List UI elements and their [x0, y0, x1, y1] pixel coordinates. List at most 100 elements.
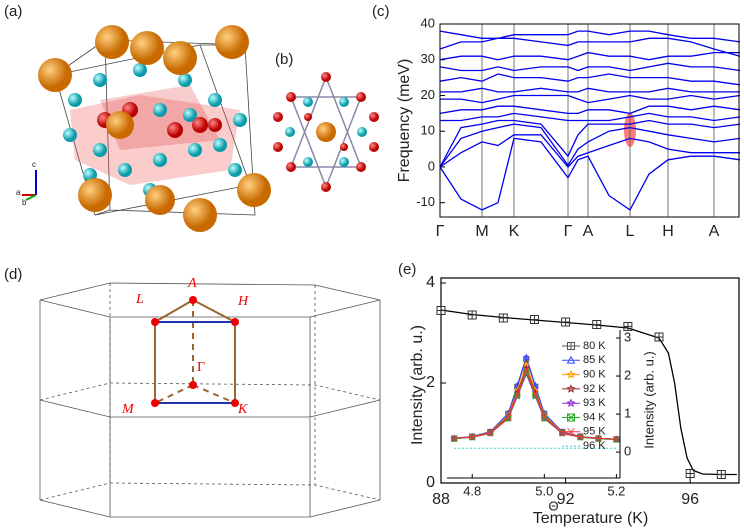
point	[685, 469, 695, 478]
atoms-orange	[38, 25, 271, 232]
marker-shape	[566, 384, 576, 393]
marker-shape	[558, 429, 566, 437]
marker-shape	[567, 427, 575, 436]
x-tick-label: A	[709, 223, 720, 240]
plot-frame	[439, 23, 740, 218]
inset-line	[454, 368, 617, 440]
inset-point	[595, 435, 602, 442]
bz-label: Γ	[197, 360, 205, 375]
legend-marker	[562, 342, 580, 350]
inset-point	[522, 353, 530, 360]
marker-shape	[595, 435, 602, 442]
inset-point	[505, 415, 512, 422]
x-tick-label: H	[662, 223, 674, 240]
inset-point	[486, 429, 494, 437]
point	[498, 313, 508, 323]
x-axis-label: Temperature (K)	[533, 510, 649, 527]
panel-a: (a) c a b	[4, 3, 271, 232]
bz-label: H	[237, 294, 249, 309]
inset-point	[541, 415, 548, 422]
marker-shape	[541, 415, 548, 422]
inset-y2-tick-label: 1	[624, 406, 631, 421]
inset-point	[522, 370, 530, 378]
bz-label: L	[135, 292, 144, 307]
point	[592, 320, 602, 329]
inset-y2-tick-label: 0	[624, 444, 631, 459]
legend-label: 92 K	[583, 383, 606, 395]
marker-shape	[504, 414, 512, 422]
legend-marker	[562, 413, 580, 422]
plot-frame	[440, 277, 740, 484]
band	[439, 62, 741, 72]
y-tick-label: 0	[426, 474, 435, 491]
marker-shape	[523, 367, 530, 374]
bz-label: A	[187, 276, 197, 291]
legend-marker	[562, 355, 580, 364]
band	[439, 30, 741, 43]
marker-shape	[567, 413, 575, 422]
axis-label: a	[16, 188, 21, 197]
marker-shape	[505, 414, 512, 421]
point	[623, 322, 633, 331]
panel-label: (a)	[4, 3, 22, 20]
marker-shape	[559, 430, 566, 437]
inset-x-label: Θ	[548, 498, 558, 513]
band	[440, 112, 741, 122]
x-tick-label: A	[583, 223, 594, 240]
fit-line	[440, 309, 737, 476]
marker-shape	[505, 415, 512, 422]
axis-label: c	[32, 160, 36, 169]
inset-point	[577, 434, 584, 440]
x-tick-label: 92	[557, 491, 575, 508]
inset-x-tick-label: 5.2	[607, 483, 625, 498]
inset-y2-tick-label: 2	[624, 367, 631, 382]
x-tick-label: Γ	[436, 223, 445, 240]
y-tick-label: 20	[421, 87, 435, 102]
inset-y2-label: Intensity (arb. u.)	[641, 351, 656, 449]
panel-b: (b)	[273, 51, 379, 192]
marker-shape	[566, 355, 576, 364]
marker-shape	[505, 415, 512, 422]
marker-shape	[566, 369, 576, 379]
band	[439, 137, 741, 211]
inset-x-tick-label: 4.8	[463, 483, 481, 498]
inset-point	[514, 391, 521, 398]
inset-x-tick-label: 5.0	[535, 483, 553, 498]
panel-label: (b)	[275, 51, 293, 68]
marker-shape	[567, 413, 575, 422]
x-tick-label: Γ	[564, 223, 573, 240]
axis-label: b	[22, 198, 27, 207]
y-tick-label: -10	[416, 194, 435, 209]
band	[439, 119, 741, 168]
band	[440, 94, 741, 104]
point	[561, 317, 571, 327]
legend-label: 96 K	[583, 440, 606, 452]
point	[654, 332, 664, 342]
inset-point	[451, 435, 458, 442]
y-axis-label: Frequency (meV)	[396, 59, 413, 183]
y-tick-label: 40	[421, 15, 435, 30]
bz-label: K	[237, 402, 248, 417]
inset-point	[613, 436, 620, 443]
panel-label: (d)	[4, 266, 22, 283]
band	[439, 134, 740, 168]
band	[439, 37, 741, 57]
x-tick-label: L	[626, 223, 635, 240]
marker-shape	[566, 398, 576, 408]
x-tick-label: M	[475, 223, 488, 240]
marker-shape	[486, 429, 494, 437]
legend-label: 93 K	[583, 397, 606, 409]
marker-shape	[487, 430, 494, 437]
marker-shape	[451, 435, 458, 442]
legend-label: 80 K	[583, 340, 606, 352]
panel-d: (d) A L H Γ M K	[4, 266, 381, 518]
marker-shape	[522, 370, 530, 378]
marker-shape	[451, 435, 458, 442]
legend-label: 90 K	[583, 369, 606, 381]
legend-label: 85 K	[583, 354, 606, 366]
marker-shape	[522, 353, 530, 360]
y-tick-label: 4	[426, 274, 435, 291]
point	[716, 470, 726, 479]
legend-marker	[562, 369, 580, 379]
